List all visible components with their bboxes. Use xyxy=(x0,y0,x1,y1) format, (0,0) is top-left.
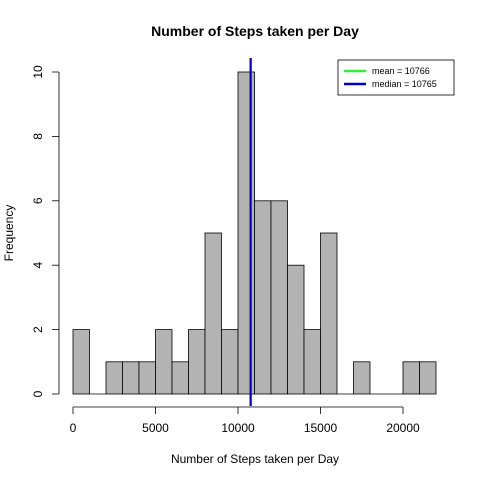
x-tick-label: 10000 xyxy=(221,421,255,435)
y-tick-label: 2 xyxy=(31,326,45,333)
histogram-bar xyxy=(287,264,305,395)
y-tick-label: 0 xyxy=(31,390,45,397)
x-tick-label: 15000 xyxy=(304,421,338,435)
x-axis-label: Number of Steps taken per Day xyxy=(171,452,339,466)
histogram-bar xyxy=(402,361,420,395)
histogram-bar xyxy=(138,361,156,395)
y-axis-label: Frequency xyxy=(2,205,16,262)
x-tick-label: 5000 xyxy=(142,421,169,435)
legend-median-label: median = 10765 xyxy=(372,79,437,89)
legend-box xyxy=(337,59,455,96)
legend-mean-label: mean = 10766 xyxy=(372,66,430,76)
histogram-bar xyxy=(419,361,437,395)
histogram-bar xyxy=(303,329,321,395)
chart-title: Number of Steps taken per Day xyxy=(151,23,359,39)
histogram-bar xyxy=(105,361,123,395)
x-tick-label: 0 xyxy=(70,421,77,435)
histogram-bar xyxy=(171,361,189,395)
histogram-bar xyxy=(122,361,140,395)
histogram-bar xyxy=(155,329,173,395)
legend: mean = 10766 median = 10765 xyxy=(337,59,455,96)
bars-group xyxy=(72,71,437,395)
x-axis: 0 5000 10000 15000 20000 xyxy=(70,406,420,435)
y-tick-label: 10 xyxy=(31,65,45,79)
y-tick-label: 4 xyxy=(31,262,45,269)
histogram-bar xyxy=(72,329,90,395)
histogram-bar xyxy=(353,361,371,395)
histogram-bar xyxy=(237,71,255,395)
x-tick-label: 20000 xyxy=(386,421,420,435)
histogram-bar xyxy=(320,232,338,395)
histogram-bar xyxy=(254,200,272,395)
y-axis: 0 2 4 6 8 10 xyxy=(31,65,60,397)
histogram-bar xyxy=(270,200,288,395)
histogram-bar xyxy=(204,232,222,395)
histogram-bar xyxy=(188,329,206,395)
histogram-bar xyxy=(221,329,239,395)
y-tick-label: 6 xyxy=(31,197,45,204)
y-tick-label: 8 xyxy=(31,133,45,140)
